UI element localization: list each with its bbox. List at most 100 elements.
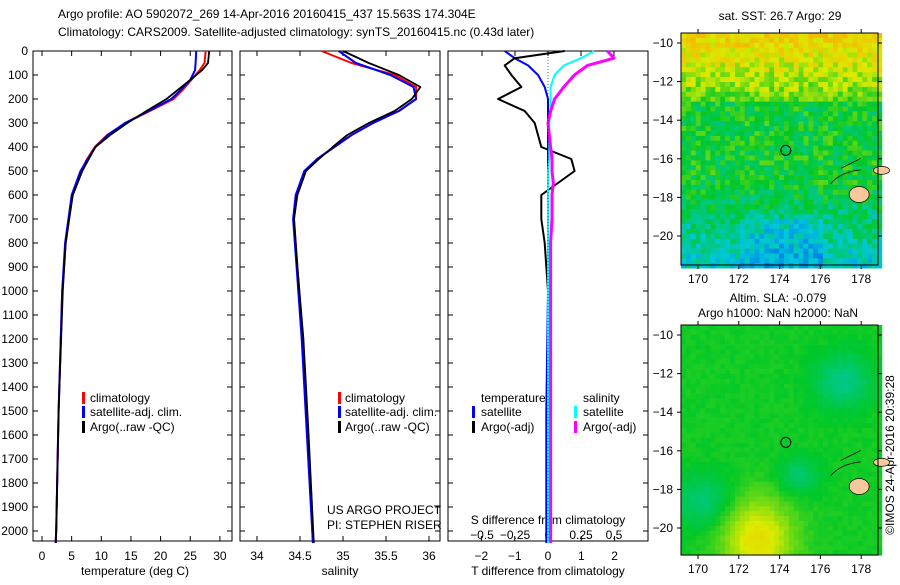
map-cell xyxy=(690,57,696,63)
lat-tick-label: −10 xyxy=(653,36,674,50)
map-cell xyxy=(715,511,721,517)
map-cell xyxy=(867,184,873,191)
map-cell xyxy=(700,476,706,483)
map-cell xyxy=(862,491,868,497)
map-cell xyxy=(759,229,765,235)
map-cell xyxy=(705,209,711,215)
map-cell xyxy=(734,52,741,58)
map-cell xyxy=(715,427,721,434)
map-cell xyxy=(857,175,863,181)
map-cell xyxy=(847,121,853,127)
map-cell xyxy=(852,42,858,48)
map-cell xyxy=(877,77,883,83)
map-cell xyxy=(764,67,770,73)
map-cell xyxy=(739,423,745,429)
map-cell xyxy=(749,452,755,458)
map-cell xyxy=(700,398,706,404)
depth-tick-label: 1800 xyxy=(1,476,28,490)
map-cell xyxy=(832,486,839,492)
map-cell xyxy=(749,432,755,438)
legend-label: Argo(-adj) xyxy=(583,420,636,434)
map-cell xyxy=(842,481,848,487)
map-cell xyxy=(700,550,706,556)
map-cell xyxy=(877,204,883,210)
map-cell xyxy=(798,501,804,507)
map-cell xyxy=(774,180,780,186)
map-cell xyxy=(734,101,741,107)
map-cell xyxy=(744,476,750,483)
map-cell xyxy=(754,491,760,497)
map-cell xyxy=(769,545,775,551)
map-cell xyxy=(695,472,701,478)
map-cell xyxy=(685,383,692,389)
map-cell xyxy=(857,344,863,350)
map-cell xyxy=(690,467,696,473)
map-cell xyxy=(769,388,775,394)
map-cell xyxy=(754,189,760,195)
map-cell xyxy=(852,472,858,478)
map-cell xyxy=(710,423,716,429)
map-cell xyxy=(852,243,858,249)
map-cell xyxy=(705,525,711,532)
map-cell xyxy=(759,238,765,244)
map-cell xyxy=(852,116,858,122)
map-cell xyxy=(769,496,775,502)
map-cell xyxy=(837,437,843,443)
map-cell xyxy=(730,52,736,58)
map-cell xyxy=(837,427,843,434)
map-cell xyxy=(793,349,799,355)
map-cell xyxy=(793,42,799,48)
map-cell xyxy=(700,516,706,522)
map-cell xyxy=(857,37,863,44)
map-cell xyxy=(725,413,731,419)
map-cell xyxy=(857,511,863,517)
map-cell xyxy=(720,57,726,63)
map-cell xyxy=(793,437,799,443)
map-cell xyxy=(842,209,848,215)
map-cell xyxy=(828,398,834,404)
map-cell xyxy=(793,106,799,112)
map-cell xyxy=(877,467,883,473)
map-cell xyxy=(847,180,853,186)
map-cell xyxy=(842,545,848,551)
map-cell xyxy=(808,258,814,264)
map-cell xyxy=(857,442,863,448)
map-cell xyxy=(788,437,794,443)
map-cell xyxy=(798,106,804,112)
map-cell xyxy=(769,62,775,68)
map-cell xyxy=(685,378,692,385)
map-cell xyxy=(720,140,726,146)
map-cell xyxy=(798,418,804,424)
map-cell xyxy=(725,491,731,497)
lat-tick-label: −16 xyxy=(653,444,674,458)
map-cell xyxy=(779,521,785,527)
map-cell xyxy=(818,33,824,39)
map-cell xyxy=(705,374,711,380)
map-cell xyxy=(715,545,721,551)
map-cell xyxy=(710,383,716,389)
map-cell xyxy=(779,263,785,269)
map-cell xyxy=(842,388,848,394)
map-cell xyxy=(744,334,750,340)
map-cell xyxy=(764,408,770,414)
map-cell xyxy=(739,413,745,419)
map-cell xyxy=(710,253,716,259)
map-cell xyxy=(808,86,814,93)
map-cell xyxy=(837,155,843,161)
map-cell xyxy=(837,233,843,240)
map-cell xyxy=(783,263,790,269)
map-cell xyxy=(734,374,741,380)
map-cell xyxy=(759,194,765,200)
map-cell xyxy=(808,496,814,502)
map-cell xyxy=(872,472,878,478)
map-cell xyxy=(852,496,858,502)
map-cell xyxy=(715,184,721,191)
map-cell xyxy=(774,344,780,350)
map-cell xyxy=(803,418,809,424)
map-cell xyxy=(700,33,706,39)
map-cell xyxy=(842,457,848,463)
map-cell xyxy=(798,408,804,414)
map-cell xyxy=(793,491,799,497)
map-cell xyxy=(685,521,692,527)
map-cell xyxy=(715,408,721,414)
